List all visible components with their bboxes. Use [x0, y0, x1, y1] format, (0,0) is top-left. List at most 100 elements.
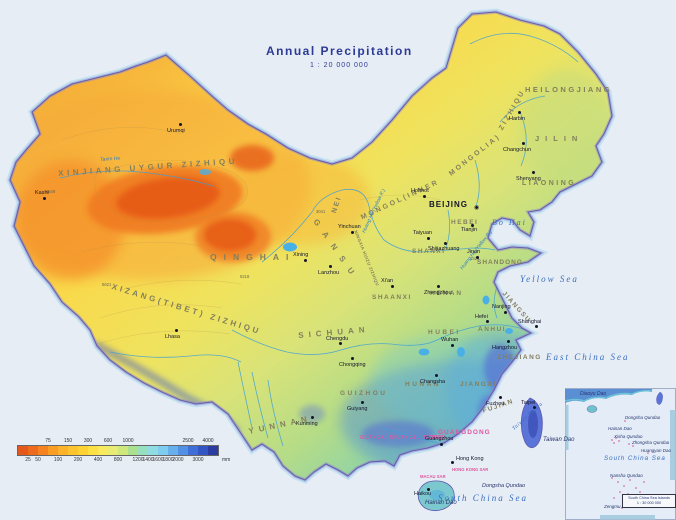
city-label: Shanghai [518, 319, 542, 325]
inset-label: Zhongsha Qundao [632, 440, 670, 445]
island-label: Diaoyu Dao [580, 391, 607, 397]
province-label: QINGHAI [210, 252, 296, 262]
city-label: Zhengzhou [424, 290, 452, 296]
legend-color-cell [148, 446, 158, 455]
city-dot [178, 122, 182, 126]
legend-color-cell [38, 446, 48, 455]
legend-tick: 1800 [162, 457, 174, 463]
sea-label: East China Sea [546, 352, 630, 362]
china-border [9, 11, 613, 481]
city-label: Jinan [467, 249, 481, 255]
city-dot [360, 400, 364, 404]
inset-label: Huangyan Dao [641, 448, 672, 453]
city-label: Yinchuan [338, 224, 361, 230]
legend-color-cell [48, 446, 58, 455]
legend-color-cell [178, 446, 188, 455]
city-dot [521, 141, 525, 145]
city-dot [443, 241, 447, 245]
city-dot [338, 341, 342, 345]
city-dot [485, 319, 489, 323]
legend-color-cell [168, 446, 178, 455]
city-label: Lanzhou [318, 270, 340, 276]
city-dot [303, 258, 307, 262]
city-label: Haikou [414, 491, 432, 497]
taiwan-island [520, 397, 543, 449]
city-label: Shenyang [516, 176, 541, 182]
city-label: Urumqi [167, 128, 185, 134]
contour-lines [61, 126, 441, 346]
legend-color-cell [158, 446, 168, 455]
rivers [59, 32, 579, 447]
city-dot [450, 343, 454, 347]
legend-color-cell [188, 446, 198, 455]
spot-height-label: 1524 [470, 256, 480, 261]
city-dot [475, 255, 479, 259]
city-dot [426, 236, 430, 240]
city-label: Nanjing [492, 304, 511, 310]
legend-tick: 200 [73, 457, 83, 463]
legend-tick: 300 [83, 438, 93, 444]
province-label: HEBEI [451, 219, 479, 226]
city-dot [439, 442, 443, 446]
city-label: Tianjin [461, 227, 477, 233]
province-label: HUNAN [405, 381, 441, 388]
island-label: Dongsha Qundao [482, 483, 526, 489]
legend-tick: 600 [103, 438, 113, 444]
legend-tick: 2500 [182, 438, 194, 444]
city-dot [470, 223, 474, 227]
city-label: Hong Kong [456, 456, 484, 462]
legend-tick: 1200 [132, 457, 144, 463]
sea-label: South China Sea [438, 493, 528, 503]
province-label: HONG KONG SAR [452, 467, 489, 472]
city-dot [434, 373, 438, 377]
province-label: HENAN [430, 290, 464, 297]
legend-tick: 4000 [202, 438, 214, 444]
lakes [199, 169, 513, 357]
inset-label: Hainan Dao [608, 426, 632, 431]
legend-color-cell [68, 446, 78, 455]
province-label: SHANXI [412, 248, 446, 255]
sea-label: Bo Hai [492, 218, 527, 227]
city-label: Taiyuan [413, 230, 432, 236]
inset-label: South China Sea [604, 455, 666, 462]
inset-label: Dongsha Qundao [625, 415, 661, 420]
city-label: Chongqing [339, 362, 366, 368]
legend-tick: 1600 [152, 457, 164, 463]
spot-height-label: 6621 [102, 282, 112, 287]
city-label: Xining [293, 252, 309, 258]
map-scale: 1 : 20 000 000 [309, 62, 369, 69]
city-dot [531, 170, 535, 174]
city-dot [534, 324, 538, 328]
city-dot [503, 310, 507, 314]
province-label: SHAANXI [372, 294, 412, 301]
legend-color-cell [208, 446, 218, 455]
city-label: Chengdu [326, 336, 349, 342]
legend-color-cell [98, 446, 108, 455]
legend-tick: 3000 [192, 457, 204, 463]
spot-height-label: 1649 [46, 189, 56, 194]
sea-label: Yellow Sea [520, 274, 579, 284]
city-label: Taipei [521, 400, 536, 406]
inset-caption-scale: 1 : 30 000 000 [636, 500, 662, 505]
legend-unit: mm [222, 457, 231, 463]
city-label: Fuzhou [486, 401, 505, 407]
legend-color-cell [18, 446, 28, 455]
province-label: GUANGDONG [438, 429, 491, 436]
legend-color-cell [118, 446, 128, 455]
city-dot [422, 194, 426, 198]
legend-color-cell [128, 446, 138, 455]
capital-marker-icon: ◉ [474, 205, 480, 211]
city-label: Hefei [475, 314, 488, 320]
province-label: MACAU SAR [420, 474, 446, 479]
province-label: JIANGXI [460, 381, 497, 388]
legend-tick: 150 [63, 438, 73, 444]
city-dot [517, 110, 521, 114]
legend-tick: 100 [53, 457, 63, 463]
province-label: ZHEJIANG [497, 354, 542, 361]
province-label: ANHUI [478, 326, 507, 333]
city-label: Hangzhou [492, 345, 518, 351]
city-dot [350, 356, 354, 360]
city-dot [328, 264, 332, 268]
